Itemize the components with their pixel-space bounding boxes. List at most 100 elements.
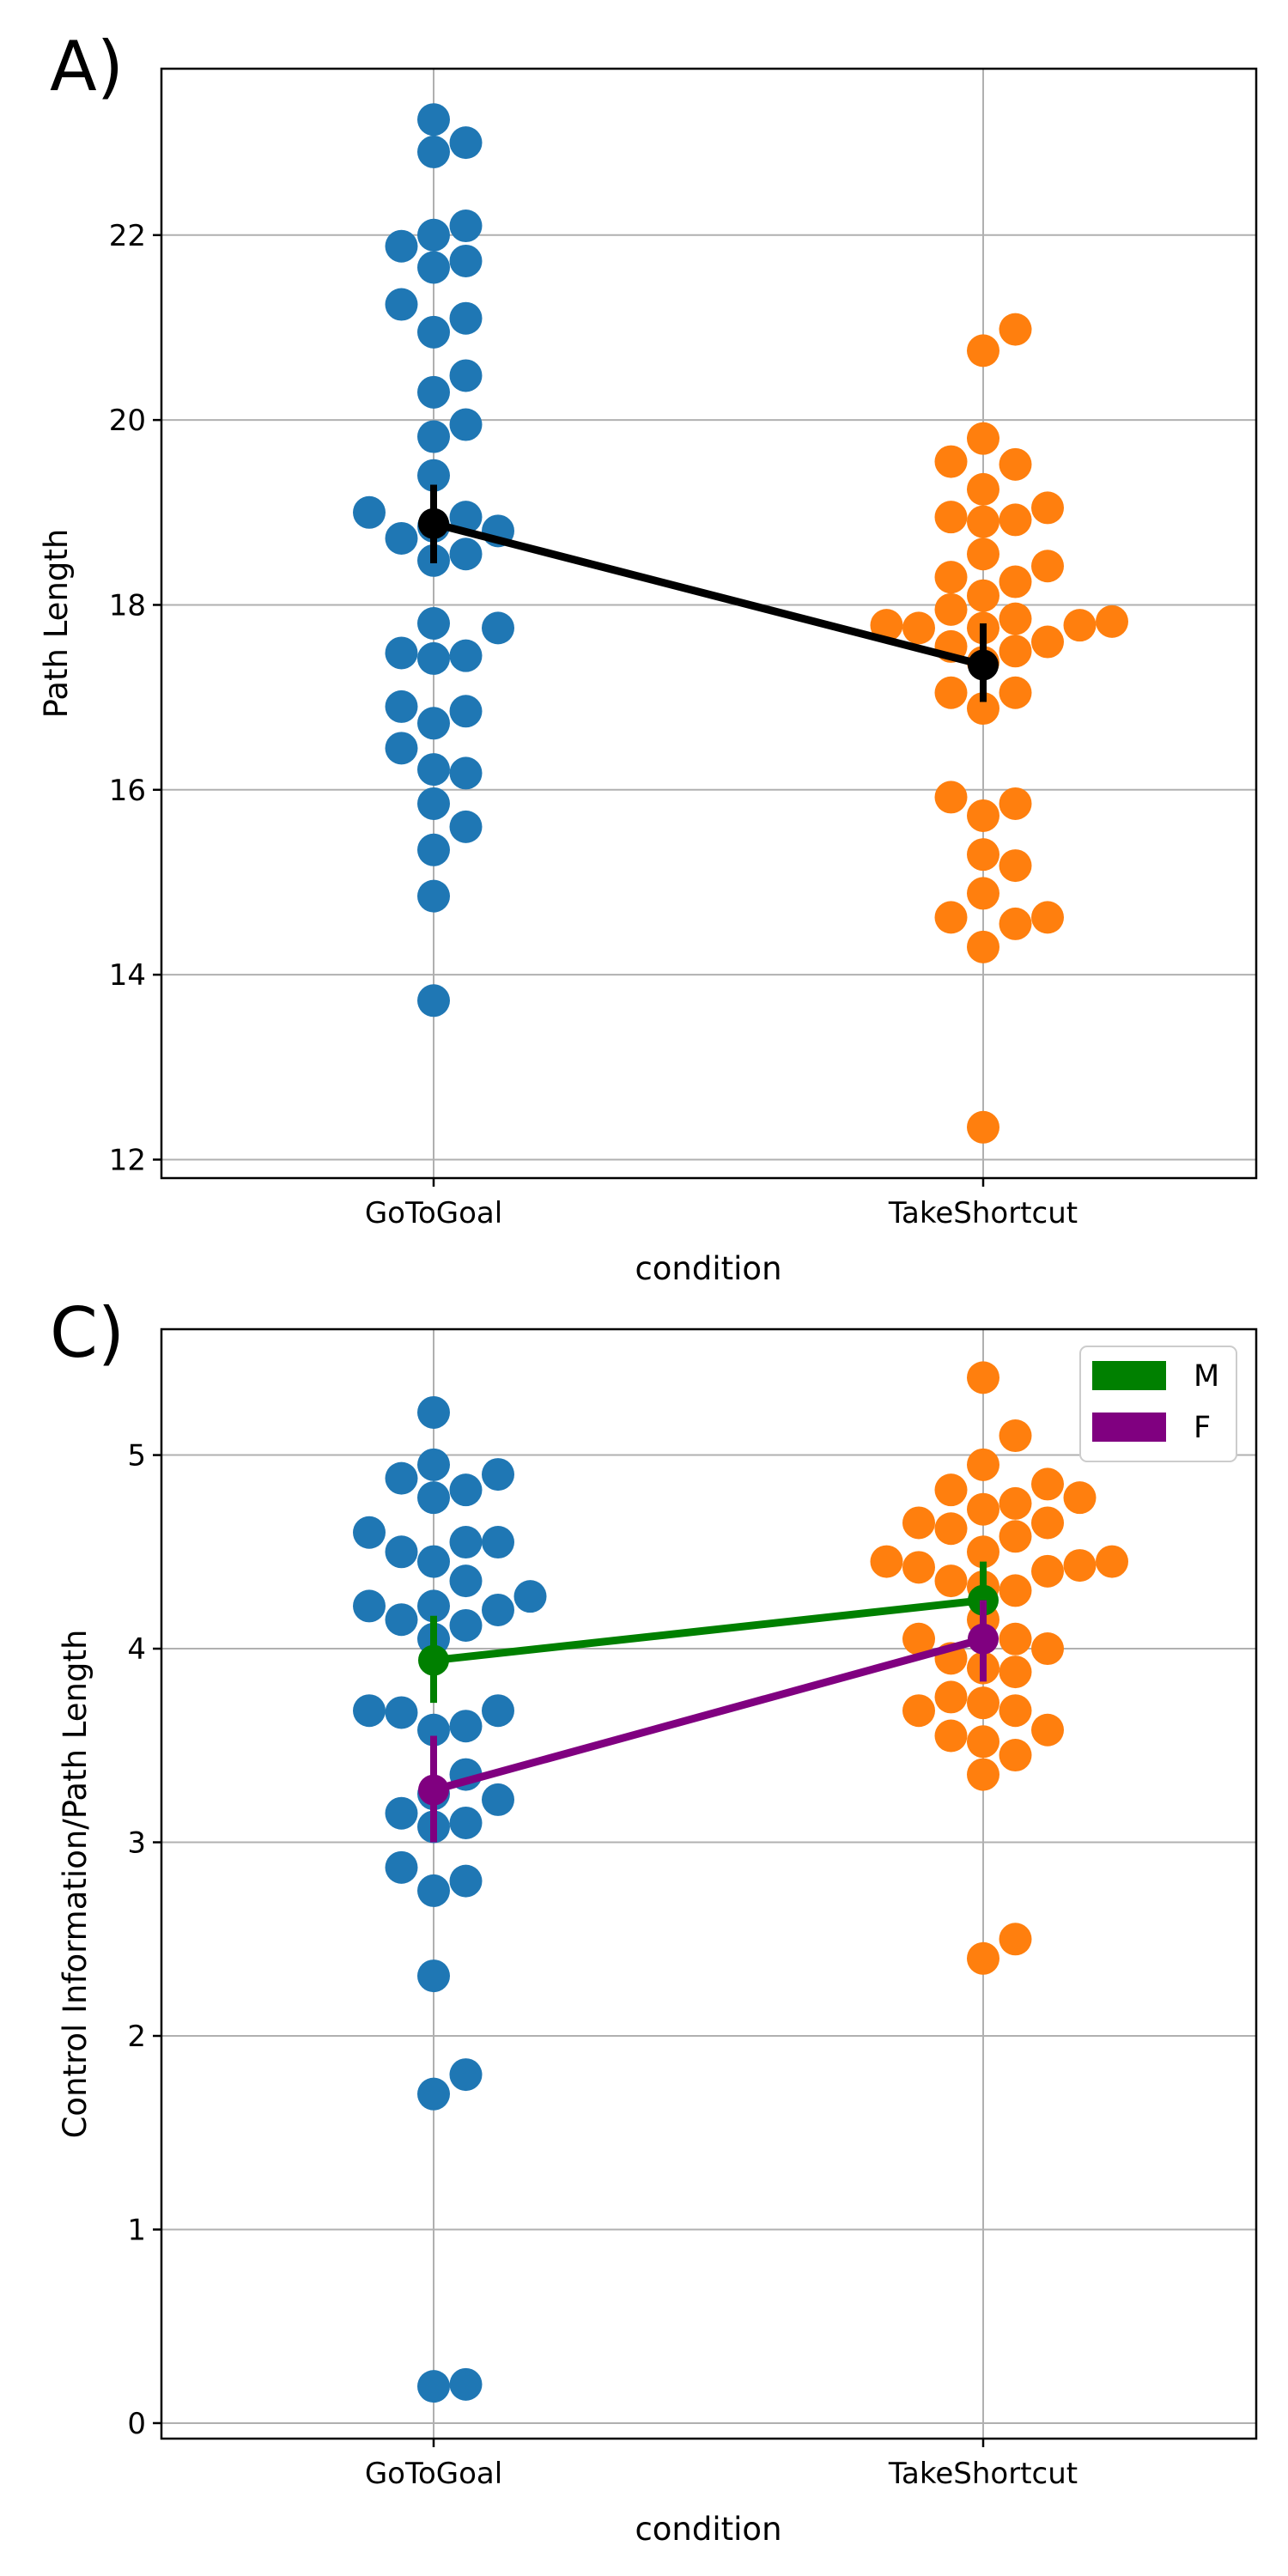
data-point — [999, 787, 1032, 820]
data-point — [417, 607, 450, 640]
mean-line — [432, 519, 985, 669]
mean-marker — [418, 1644, 449, 1676]
data-point — [449, 359, 483, 392]
y-tick-label-c: 1 — [127, 2213, 146, 2247]
data-point — [1031, 901, 1064, 934]
data-point — [449, 1526, 483, 1559]
data-point — [449, 2367, 483, 2401]
data-point — [1031, 491, 1064, 525]
data-point — [934, 781, 968, 814]
data-point — [385, 732, 418, 765]
data-point — [967, 472, 999, 506]
data-point — [417, 1589, 450, 1623]
data-point — [449, 756, 483, 790]
data-point — [417, 251, 450, 284]
plot-frame-c — [160, 1327, 1258, 2440]
data-point — [417, 753, 450, 787]
data-point — [385, 1696, 418, 1729]
data-point — [449, 1806, 483, 1839]
data-point — [999, 1419, 1032, 1453]
data-point — [1063, 1481, 1097, 1515]
data-point — [1031, 1713, 1064, 1747]
data-point — [967, 1686, 999, 1720]
legend: M F — [1079, 1346, 1237, 1462]
legend-label-f: F — [1194, 1411, 1211, 1445]
data-point — [1031, 1506, 1064, 1540]
data-point — [902, 1551, 935, 1584]
data-point — [353, 1589, 386, 1623]
data-point — [482, 1526, 514, 1559]
data-point — [417, 375, 450, 409]
data-point — [967, 422, 999, 455]
data-point — [482, 611, 514, 645]
panel-a: A) 12 14 16 18 20 22 GoToGoal TakeShortcut Pat… — [38, 27, 1258, 1287]
data-point — [449, 1710, 483, 1743]
data-point — [417, 1545, 450, 1578]
y-tick-label-a: 14 — [109, 958, 146, 993]
data-point — [999, 635, 1032, 668]
data-point — [999, 1520, 1032, 1553]
y-tick-label-c: 4 — [127, 1632, 146, 1667]
data-point — [967, 1535, 999, 1569]
mean-marker — [968, 1623, 999, 1655]
data-point — [967, 877, 999, 910]
data-point — [902, 1694, 935, 1728]
data-point — [417, 833, 450, 866]
data-point — [449, 126, 483, 160]
data-point — [417, 218, 450, 252]
data-point — [934, 561, 968, 594]
data-point — [967, 1361, 999, 1394]
x-tick-label-c: GoToGoal — [365, 2457, 502, 2491]
data-point — [449, 1473, 483, 1507]
data-point — [934, 1719, 968, 1753]
data-point — [449, 408, 483, 441]
legend-swatch-f — [1092, 1413, 1166, 1442]
panel-c: C) 0 1 2 3 4 5 GoToGoal TakeShortcut Control I… — [50, 1293, 1258, 2548]
data-point — [999, 1622, 1032, 1656]
data-point — [967, 334, 999, 368]
data-point — [449, 1564, 483, 1598]
y-axis-label-a: Path Length — [38, 529, 75, 719]
data-point — [417, 1481, 450, 1515]
data-point — [967, 1110, 999, 1144]
data-point — [870, 1545, 903, 1578]
data-point — [449, 695, 483, 728]
data-point — [967, 692, 999, 726]
data-point — [999, 1739, 1032, 1772]
data-point — [353, 1694, 386, 1728]
x-tick-label-c: TakeShortcut — [888, 2457, 1078, 2491]
data-point — [449, 210, 483, 243]
data-point — [934, 592, 968, 626]
data-point — [417, 787, 450, 820]
data-point — [1063, 609, 1097, 642]
data-point — [1031, 1467, 1064, 1501]
plot-frame-a — [160, 67, 1258, 1180]
data-point — [449, 301, 483, 335]
data-point — [449, 501, 483, 534]
data-point — [385, 636, 418, 670]
data-point — [385, 521, 418, 555]
data-point — [513, 1580, 547, 1613]
mean-marker — [418, 507, 449, 539]
data-point — [449, 810, 483, 843]
data-point — [449, 1864, 483, 1898]
data-point — [449, 538, 483, 571]
panel-c-letter: C) — [50, 1293, 125, 1373]
data-point — [1031, 1632, 1064, 1666]
data-point — [385, 1461, 418, 1495]
data-point — [999, 447, 1032, 481]
y-tick-label-c: 0 — [127, 2407, 146, 2441]
data-point — [385, 1603, 418, 1637]
legend-swatch-m — [1092, 1361, 1166, 1390]
data-point — [934, 676, 968, 709]
data-point — [385, 288, 418, 321]
data-point — [482, 1458, 514, 1492]
mean-line — [432, 1635, 985, 1794]
data-point — [902, 611, 935, 645]
data-point — [967, 1941, 999, 1975]
data-point — [967, 505, 999, 538]
data-point — [1031, 625, 1064, 659]
y-tick-label-c: 5 — [127, 1439, 146, 1473]
data-point — [999, 849, 1032, 883]
